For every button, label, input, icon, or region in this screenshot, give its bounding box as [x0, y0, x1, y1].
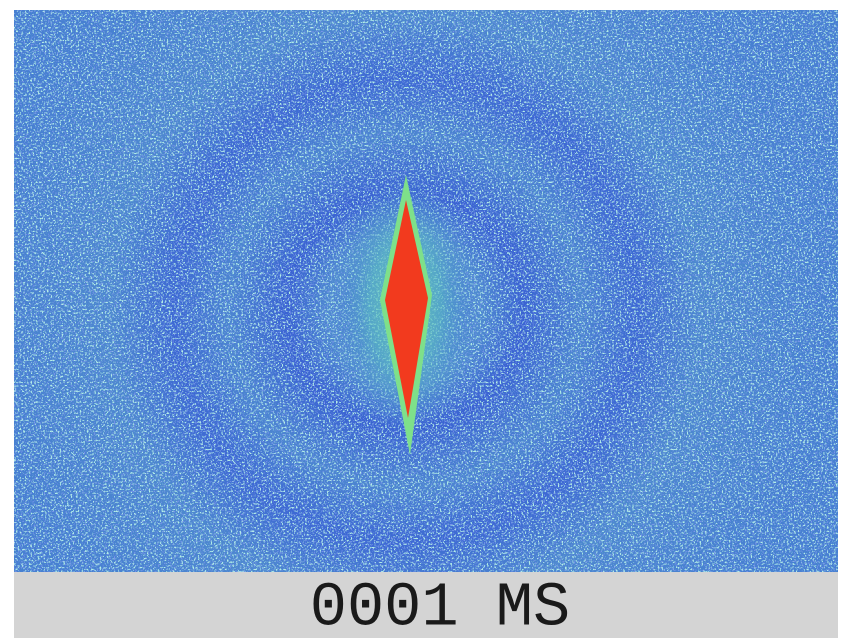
caption: 0001 MS — [310, 572, 570, 638]
page: 0001 MS (() => { const data = JSON.parse… — [0, 0, 841, 638]
field — [14, 10, 838, 572]
simulation-view: 0001 MS — [0, 0, 841, 638]
